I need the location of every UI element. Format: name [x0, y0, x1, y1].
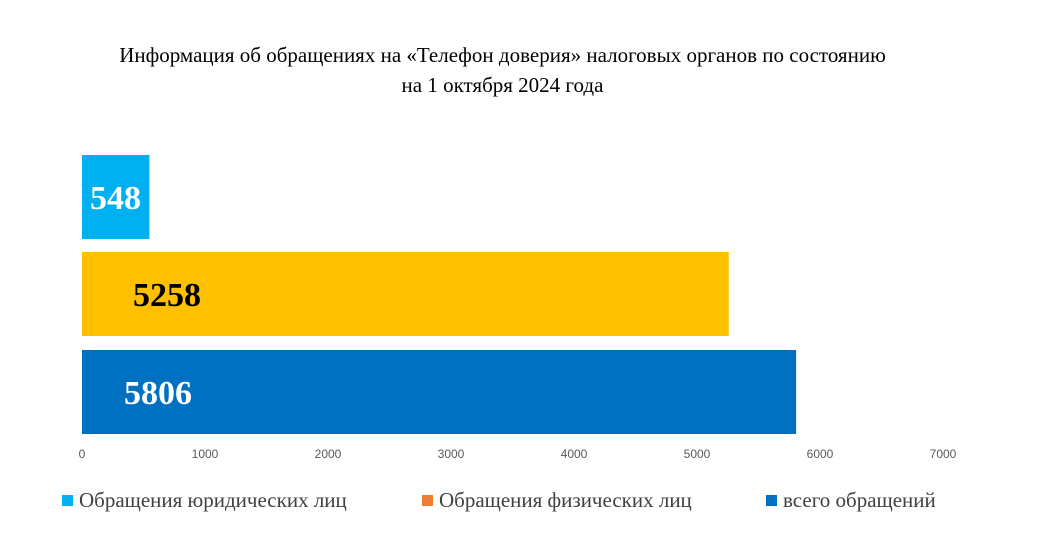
- x-tick-label: 1000: [192, 447, 219, 461]
- data-label-series-0: 548: [90, 180, 141, 217]
- bar-series-0: [82, 155, 150, 239]
- chart-title-line-1: Информация об обращениях на «Телефон дов…: [119, 43, 886, 67]
- data-label-series-2: 5806: [124, 375, 192, 412]
- legend-swatch-total: [766, 495, 777, 506]
- x-tick-label: 5000: [684, 447, 711, 461]
- legend-label-legal-entities: Обращения юридических лиц: [79, 488, 347, 512]
- legend-item-total: всего обращений: [766, 488, 936, 513]
- x-tick-label: 2000: [315, 447, 342, 461]
- x-tick-label: 0: [79, 447, 86, 461]
- legend-swatch-legal-entities: [62, 495, 73, 506]
- legend-label-individuals: Обращения физических лиц: [439, 488, 692, 512]
- bar-series-2: [82, 350, 797, 434]
- legend-item-individuals: Обращения физических лиц: [422, 488, 692, 513]
- chart-title: Информация об обращениях на «Телефон дов…: [0, 40, 1005, 100]
- chart-legend: Обращения юридических лиц Обращения физи…: [62, 488, 1042, 516]
- x-tick-label: 7000: [930, 447, 957, 461]
- data-label-series-1: 5258: [133, 277, 201, 314]
- legend-item-legal-entities: Обращения юридических лиц: [62, 488, 347, 513]
- legend-label-total: всего обращений: [783, 488, 936, 512]
- x-tick-label: 4000: [561, 447, 588, 461]
- x-tick-label: 3000: [438, 447, 465, 461]
- legend-swatch-individuals: [422, 495, 433, 506]
- x-tick-label: 6000: [807, 447, 834, 461]
- chart-title-line-2: на 1 октября 2024 года: [401, 73, 604, 97]
- bar-series-1: [82, 252, 729, 336]
